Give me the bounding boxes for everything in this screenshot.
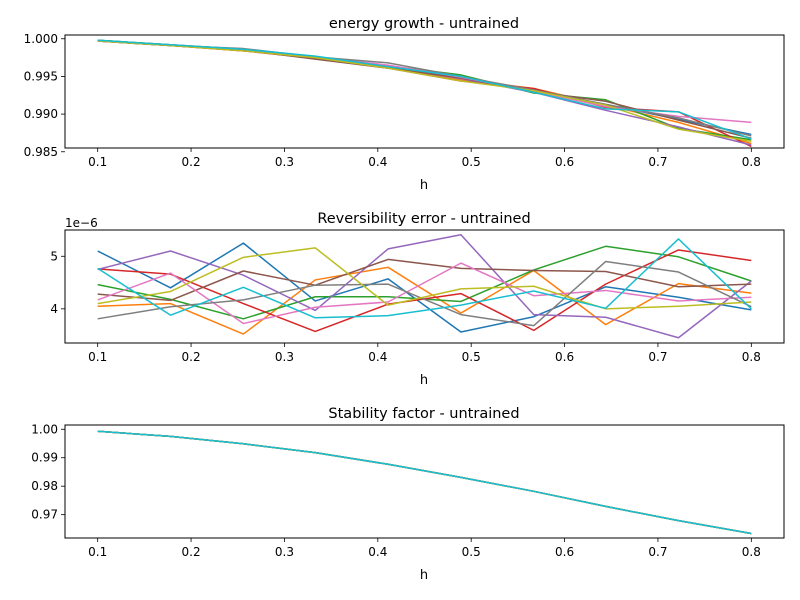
chart-title: energy growth - untrained — [329, 16, 519, 32]
series-line-3 — [97, 430, 752, 535]
y-tick-label: 1.00 — [31, 422, 58, 436]
x-tick-label: 0.8 — [742, 155, 761, 169]
x-tick-label: 0.8 — [742, 350, 761, 364]
series-line-9 — [97, 238, 752, 319]
x-tick-label: 0.2 — [182, 545, 201, 559]
y-tick-label: 0.990 — [24, 107, 58, 121]
x-axis-label: h — [420, 178, 428, 193]
x-tick-label: 0.7 — [648, 350, 667, 364]
x-tick-label: 0.4 — [368, 545, 387, 559]
x-tick-label: 0.1 — [88, 545, 107, 559]
series-line-4 — [97, 40, 752, 146]
x-tick-label: 0.5 — [462, 155, 481, 169]
chart-title: Stability factor - untrained — [328, 406, 519, 422]
y-tick-label: 1.000 — [24, 32, 58, 46]
y-tick-label: 0.985 — [24, 145, 58, 159]
x-tick-label: 0.6 — [555, 350, 574, 364]
series-line-8 — [97, 430, 752, 535]
x-tick-label: 0.2 — [182, 350, 201, 364]
y-tick-label: 0.97 — [31, 508, 58, 522]
series-line-8 — [97, 247, 752, 310]
series-line-4 — [97, 430, 752, 535]
series-line-4 — [97, 233, 752, 339]
stability-factor-panel: Stability factor - untrained h 0.1 0.2 0.3… — [31, 406, 785, 583]
series-line-5 — [97, 430, 752, 535]
series-group — [97, 233, 752, 339]
x-tick-label: 0.5 — [462, 545, 481, 559]
y-tick-label: 0.995 — [24, 69, 58, 83]
series-line-1 — [97, 430, 752, 535]
series-line-6 — [97, 430, 752, 535]
series-line-0 — [97, 242, 752, 333]
series-line-2 — [97, 39, 752, 141]
series-line-8 — [97, 40, 752, 142]
series-line-5 — [97, 258, 752, 302]
series-line-1 — [97, 266, 752, 335]
series-line-0 — [97, 430, 752, 535]
x-tick-label: 0.4 — [368, 155, 387, 169]
x-tick-label: 0.6 — [555, 155, 574, 169]
x-tick-label: 0.3 — [275, 545, 294, 559]
plot-frame — [64, 424, 785, 539]
reversibility-error-panel: Reversibility error - untrained 1e−6 h 0… — [50, 211, 785, 388]
x-tick-label: 0.3 — [275, 155, 294, 169]
x-tick-label: 0.1 — [88, 155, 107, 169]
series-line-2 — [97, 430, 752, 535]
series-line-7 — [97, 430, 752, 535]
x-tick-label: 0.7 — [648, 545, 667, 559]
x-tick-label: 0.5 — [462, 350, 481, 364]
series-group — [97, 430, 752, 535]
series-line-1 — [97, 40, 752, 145]
x-tick-label: 0.8 — [742, 545, 761, 559]
series-line-7 — [97, 260, 752, 327]
x-tick-label: 0.6 — [555, 545, 574, 559]
plot-frame — [64, 229, 785, 344]
y-tick-label: 0.99 — [31, 451, 58, 465]
x-tick-label: 0.1 — [88, 350, 107, 364]
x-tick-label: 0.3 — [275, 350, 294, 364]
series-line-5 — [97, 40, 752, 139]
energy-growth-panel: energy growth - untrained h 0.1 0.2 0.3 0.4… — [24, 16, 785, 193]
chart-title: Reversibility error - untrained — [317, 211, 530, 227]
series-line-6 — [97, 262, 752, 325]
x-tick-label: 0.4 — [368, 350, 387, 364]
x-tick-label: 0.7 — [648, 155, 667, 169]
plot-frame — [64, 34, 785, 149]
y-axis-scale-label: 1e−6 — [65, 216, 98, 230]
y-tick-label: 5 — [50, 249, 58, 263]
series-line-9 — [97, 39, 752, 140]
y-tick-label: 4 — [50, 302, 58, 316]
x-axis-label: h — [420, 568, 428, 583]
x-tick-label: 0.2 — [182, 155, 201, 169]
y-tick-label: 0.98 — [31, 479, 58, 493]
series-line-3 — [97, 40, 752, 148]
series-group — [97, 39, 752, 148]
series-line-9 — [97, 430, 752, 535]
x-axis-label: h — [420, 373, 428, 388]
